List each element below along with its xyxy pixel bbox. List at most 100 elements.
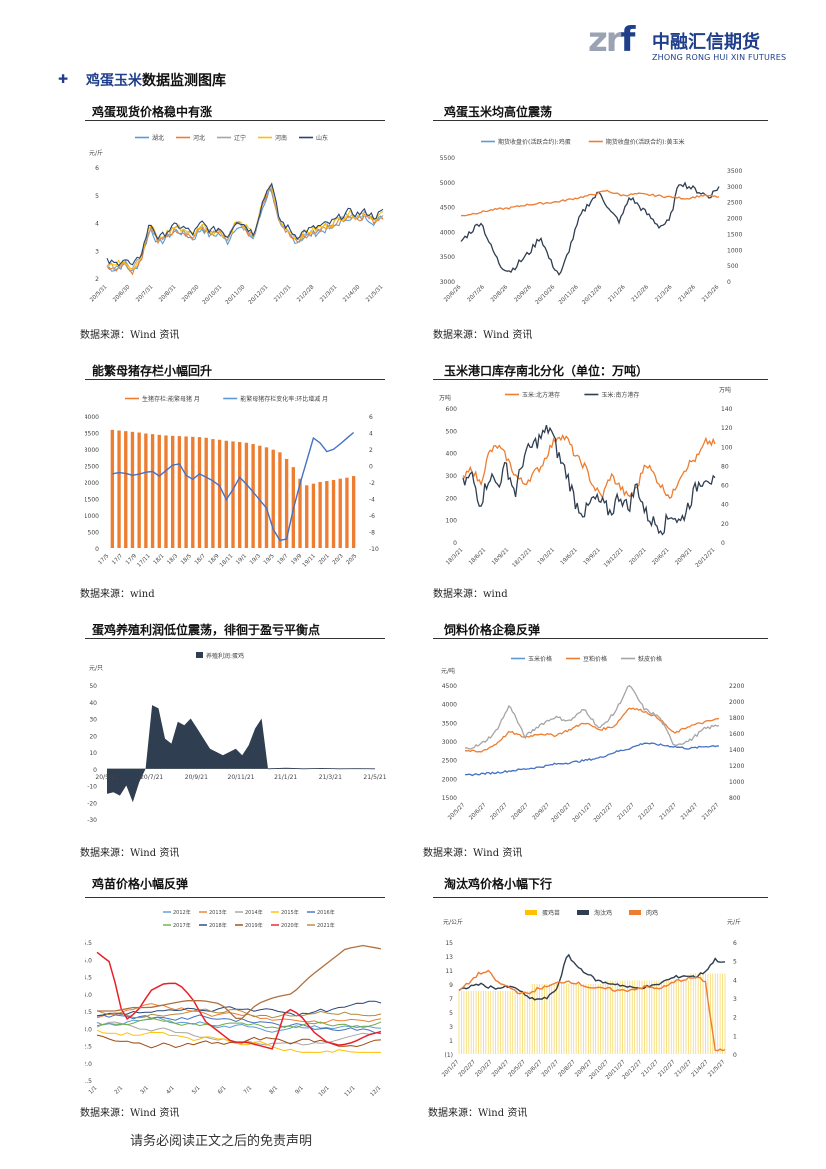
legend-label: 淘汰鸡 (594, 909, 612, 917)
y-tick: 5.0 (85, 957, 92, 964)
x-tick: 21/5/31 (365, 284, 384, 303)
y-tick-left: 0 (95, 546, 99, 553)
y-tick: 5 (95, 193, 99, 200)
y-tick-right: 6 (369, 414, 373, 421)
bar (191, 436, 195, 548)
x-tick: 20/5/27 (447, 802, 467, 822)
series-2020 (96, 951, 382, 1050)
x-tick: 18/1 (153, 553, 166, 566)
series-north (462, 433, 716, 500)
y-tick-right: 2500 (727, 200, 742, 207)
y-unit-left: 元/公斤 (443, 918, 463, 926)
x-tick: 21/1/26 (607, 284, 627, 304)
y-tick-left: 3500 (442, 720, 457, 727)
logo-text-cn: 中融汇信期货 (652, 32, 760, 53)
y-tick-right: 2000 (727, 216, 742, 223)
bar (278, 452, 282, 548)
profit-area (107, 705, 268, 803)
y-tick-right: 1400 (729, 747, 744, 754)
legend-label: 2015年 (281, 909, 299, 916)
chart-chick-price: 2012年 2013年 2014年 2015年 2016年 2017年 2018年 2019年… (85, 909, 382, 1098)
legend-label: 2020年 (281, 922, 299, 929)
y-tick-left: 3000 (442, 739, 457, 746)
y-tick-right: 5 (733, 959, 737, 966)
y-unit-right: 元/斤 (727, 918, 741, 926)
x-tick: 20/1 (318, 553, 331, 566)
x-tick: 21/5/21 (363, 774, 386, 781)
x-tick: 1/1 (88, 1085, 99, 1096)
divider (85, 379, 385, 380)
legend-label: 玉米:北方港存 (522, 391, 560, 399)
y-tick-left: 3 (449, 1024, 453, 1031)
y-tick-right: -8 (369, 530, 375, 537)
x-tick: 18/11 (219, 553, 234, 568)
y-tick: 30 (89, 717, 97, 724)
y-tick-left: 3500 (440, 254, 455, 261)
section-bullet-icon: ✚ (58, 72, 69, 86)
y-tick: 2.0 (85, 1061, 92, 1068)
series-culled-hen (458, 953, 726, 1001)
series-2019 (97, 944, 382, 1020)
bar (351, 476, 356, 548)
y-tick-right: 3000 (727, 184, 742, 191)
y-tick: 4 (95, 221, 99, 228)
chart-egg-corn-futures: 期货收盘价(活跃合约):鸡蛋 期货收盘价(活跃合约):黄玉米55005000450… (440, 138, 743, 306)
bar (258, 445, 262, 548)
y-tick: 4.5 (85, 975, 92, 982)
y-tick-left: 5000 (440, 180, 455, 187)
series-year-5 (96, 1017, 382, 1029)
section-title: 鸡蛋玉米数据监测图库 (86, 73, 226, 89)
chart-sow-inventory: 生猪存栏:能繁母猪 月 能繁母猪存栏变化率:环比增减 月 4000 3500 3000 2… (85, 395, 379, 569)
divider (433, 379, 768, 380)
x-tick: 19/3 (249, 553, 262, 566)
y-tick-right: 1200 (729, 763, 744, 770)
y-tick-right: 140 (721, 406, 733, 413)
legend-label: 期货收盘价(活跃合约):黄玉米 (606, 138, 685, 146)
y-unit: 元/吨 (441, 667, 455, 675)
bar (144, 433, 148, 548)
x-tick: 20/12/27 (593, 802, 615, 824)
x-tick: 20/6/21 (651, 547, 670, 566)
y-tick-right: 100 (721, 444, 733, 451)
series-year-1 (96, 1003, 382, 1024)
y-tick-right: 0 (721, 540, 725, 547)
y-tick-left: 3500 (85, 431, 99, 438)
legend-label: 2018年 (209, 922, 227, 929)
legend-swatch (577, 910, 589, 915)
profit-line-tail (267, 767, 376, 770)
y-tick-left: 4000 (442, 702, 457, 709)
x-tick: 20/11/21 (228, 774, 255, 781)
x-tick: 20/8/27 (511, 802, 531, 822)
bar (117, 430, 121, 548)
y-tick-left: 100 (446, 518, 458, 525)
x-tick: 20/8/31 (158, 284, 177, 303)
bar (231, 441, 235, 548)
x-tick: 19/1 (235, 553, 248, 566)
y-tick-left: 1500 (85, 497, 99, 504)
legend-label: 2017年 (173, 922, 191, 929)
legend-label: 玉米:南方港存 (601, 391, 639, 399)
x-tick: 20/5/21 (95, 774, 118, 781)
x-tick: 20/9/21 (674, 547, 693, 566)
source-7: 数据来源：Wind 资讯 (80, 1108, 180, 1119)
legend-label: 河南 (275, 134, 287, 142)
bar (238, 442, 242, 548)
legend-label: 期货收盘价(活跃合约):鸡蛋 (498, 138, 571, 146)
bar (164, 435, 168, 548)
source-3: 数据来源：wind (80, 589, 155, 600)
y-tick-right: 1000 (729, 779, 744, 786)
series-year-6 (96, 1000, 382, 1017)
bar (331, 480, 336, 548)
y-tick-right: 4 (369, 431, 373, 438)
chart-title-1: 鸡蛋现货价格稳中有涨 (92, 105, 213, 119)
x-tick: 20/9/21 (185, 774, 208, 781)
bar (298, 478, 302, 548)
y-tick-right: 500 (727, 263, 739, 270)
y-tick: -10 (87, 784, 97, 791)
x-tick: 18/3 (166, 553, 179, 566)
x-tick: 20/9/30 (181, 284, 201, 304)
source-8: 数据来源：Wind 资讯 (428, 1108, 528, 1119)
logo-mark: zrf (588, 20, 635, 60)
x-tick: 11/1 (344, 1085, 357, 1098)
divider (85, 638, 385, 639)
